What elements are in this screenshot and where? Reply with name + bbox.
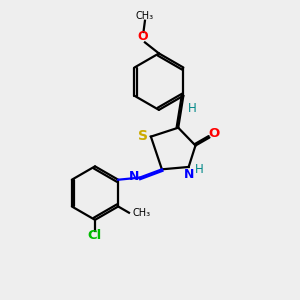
Text: N: N <box>129 170 140 183</box>
Text: S: S <box>139 129 148 143</box>
Text: O: O <box>137 30 148 43</box>
Text: Cl: Cl <box>87 229 101 242</box>
Text: CH₃: CH₃ <box>133 208 151 218</box>
Text: H: H <box>188 102 197 115</box>
Text: CH₃: CH₃ <box>136 11 154 21</box>
Text: N: N <box>184 168 194 181</box>
Text: H: H <box>195 164 203 176</box>
Text: O: O <box>208 128 220 140</box>
